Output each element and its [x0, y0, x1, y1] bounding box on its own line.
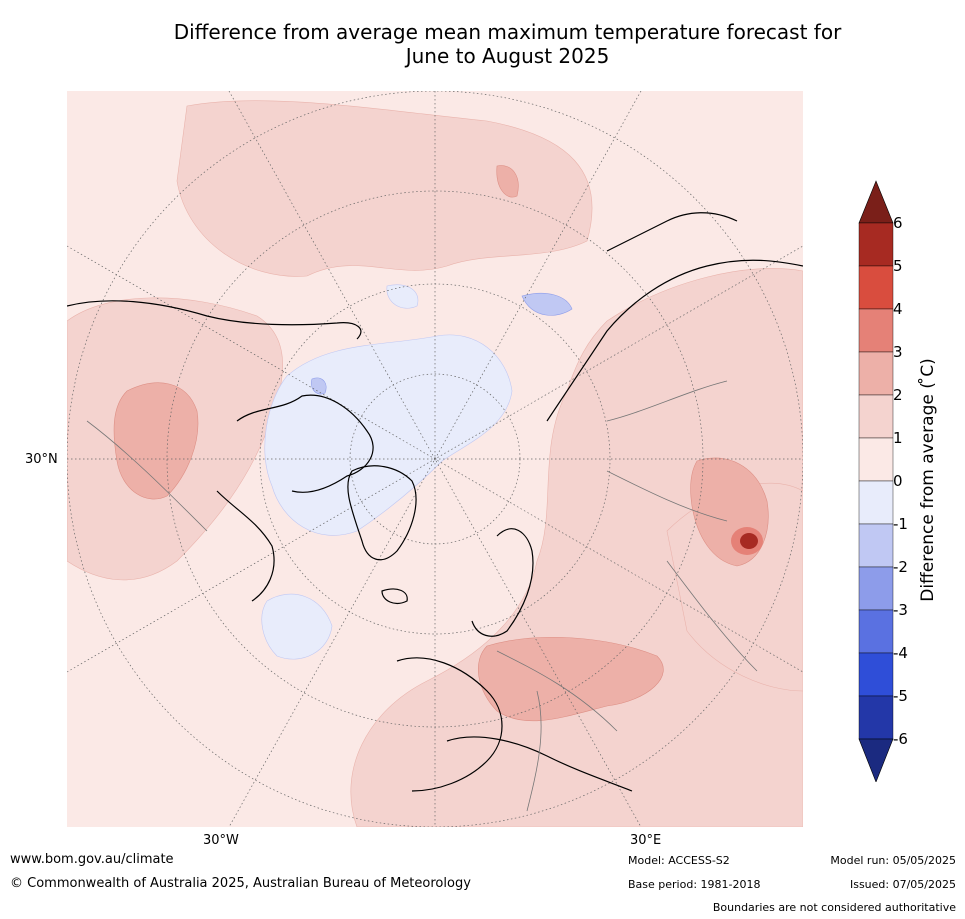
coast-scandinavia [471, 528, 534, 637]
colorbar-tick-label: -1 [893, 515, 908, 533]
footer-model-run: Model run: 05/05/2025 [830, 854, 956, 867]
anomaly-2-3-europe [478, 637, 664, 722]
anomaly-neg-canada-islands [311, 377, 327, 395]
anomaly-1-2-pacific [176, 100, 593, 277]
anomaly-2-3-pacific-small [496, 165, 519, 198]
footer-disclaimer: Boundaries are not considered authoritat… [712, 901, 956, 914]
colorbar-band [858, 308, 894, 353]
anomaly-neg-alaska [386, 284, 419, 309]
colorbar-tick-label: 5 [893, 257, 903, 275]
colorbar-tick-label: -3 [893, 601, 908, 619]
anomaly-neg-kamchatka [521, 292, 573, 316]
lat-label-30n: 30°N [25, 452, 58, 467]
colorbar-tick-label: 1 [893, 429, 903, 447]
anomaly-5-6-hotspot [740, 533, 758, 549]
coast-hudson [216, 490, 275, 602]
colorbar-tick-label: 4 [893, 300, 903, 318]
polar-map [67, 91, 803, 827]
colorbar-band [858, 265, 894, 310]
colorbar-band [858, 222, 894, 267]
colorbar-tick-label: 6 [893, 214, 903, 232]
coast-mediterranean [446, 736, 633, 792]
graticule [67, 91, 803, 827]
colorbar-band [858, 351, 894, 396]
colorbar-band [858, 609, 894, 654]
country-borders [86, 380, 758, 812]
coast-alaska [67, 300, 362, 340]
colorbar-band [858, 566, 894, 611]
footer-issued: Issued: 07/05/2025 [849, 878, 956, 891]
colorbar-band [858, 437, 894, 482]
colorbar-tick-label: -2 [893, 558, 908, 576]
colorbar-tick-label: 3 [893, 343, 903, 361]
lon-label-30e: 30°E [630, 833, 662, 848]
coast-greenland [347, 465, 417, 561]
colorbar-band [858, 695, 894, 740]
colorbar-tick-label: -4 [893, 644, 908, 662]
footer-base-period: Base period: 1981-2018 [628, 878, 761, 891]
footer-copyright: © Commonwealth of Australia 2025, Austra… [10, 876, 471, 891]
colorbar-band [858, 480, 894, 525]
colorbar-extend-max [858, 180, 894, 224]
coast-europe [396, 657, 503, 792]
lon-label-30w: 30°W [203, 833, 239, 848]
colorbar-extend-min [858, 738, 894, 783]
map-title: Difference from average mean maximum tem… [60, 20, 955, 68]
map-canvas [67, 91, 803, 827]
colorbar-tick-label: -5 [893, 687, 908, 705]
colorbar-tick-label: 0 [893, 472, 903, 490]
colorbar-tick-label: 2 [893, 386, 903, 404]
anomaly-2-3-north-america [113, 382, 199, 500]
footer-url: www.bom.gov.au/climate [10, 852, 174, 867]
colorbar-title: Difference from average ( ̊C) [918, 358, 938, 602]
footer-model: Model: ACCESS-S2 [628, 854, 730, 867]
colorbar-band [858, 523, 894, 568]
colorbar-tick-label: -6 [893, 730, 908, 748]
colorbar [858, 180, 894, 786]
colorbar-band [858, 652, 894, 697]
anomaly-neg-arctic [264, 334, 513, 536]
coast-kamchatka [606, 212, 738, 252]
colorbar-scale [858, 180, 894, 783]
coast-iceland [381, 588, 408, 604]
anomaly-neg-atlantic [261, 593, 333, 660]
title-line-1: Difference from average mean maximum tem… [173, 20, 842, 44]
coast-siberia [546, 259, 803, 422]
colorbar-band [858, 394, 894, 439]
title-line-2: June to August 2025 [405, 44, 610, 68]
coastlines [67, 212, 803, 792]
coast-canada-arctic [236, 394, 374, 493]
